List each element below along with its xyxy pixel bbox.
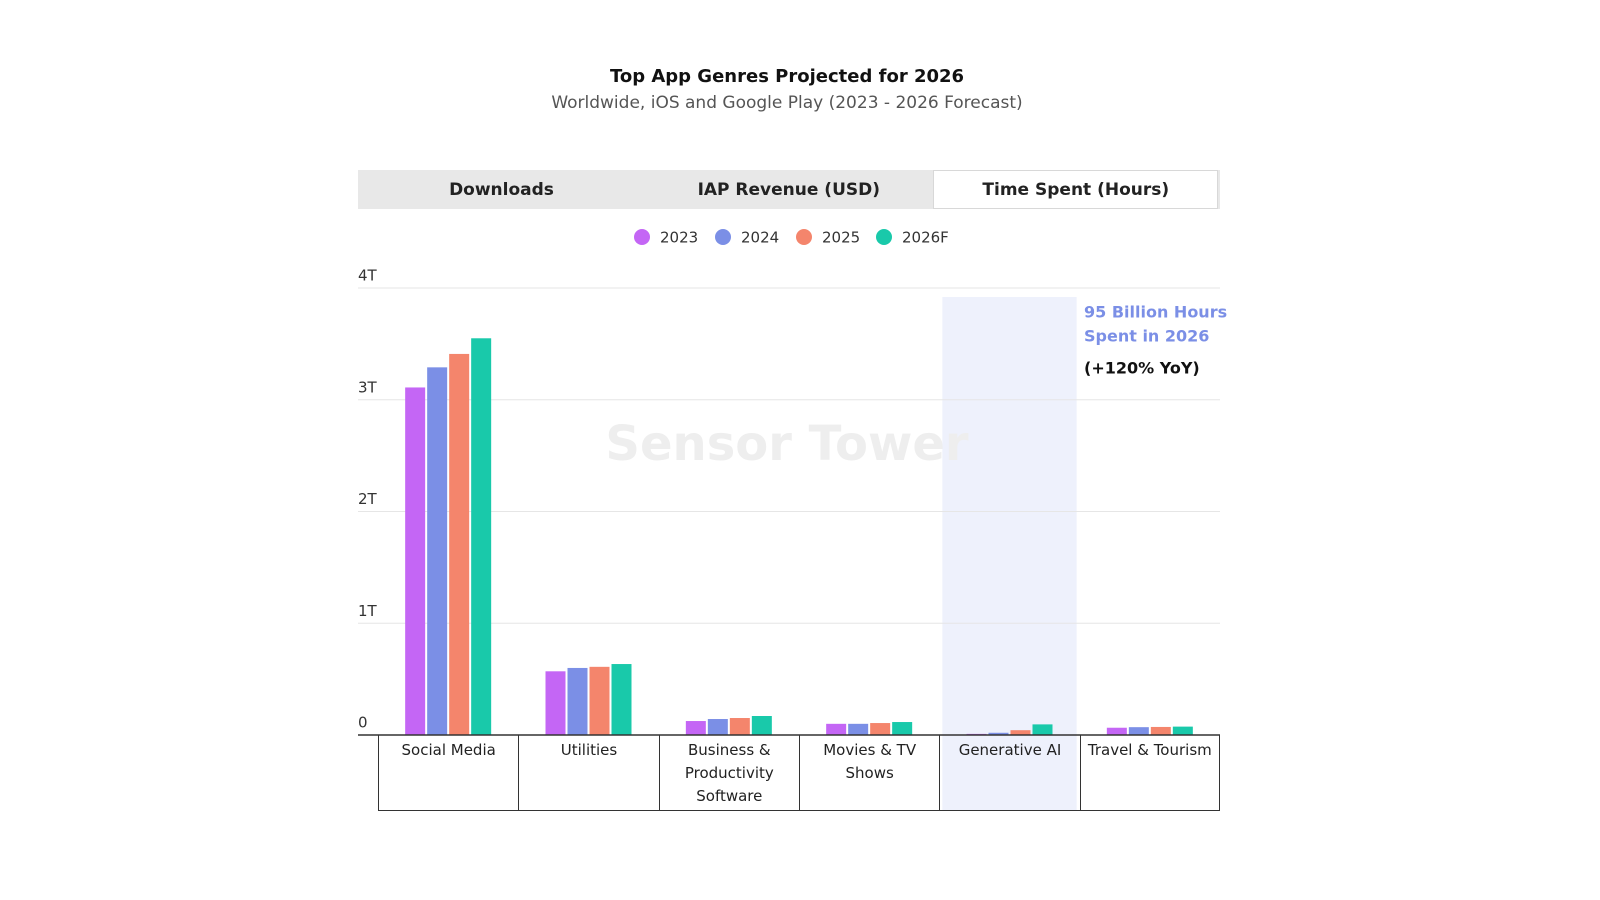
x-tick-label: Business & Productivity Software [658, 735, 799, 811]
tab[interactable]: Time Spent (Hours) [933, 170, 1219, 209]
annotation: 95 Billion Hours [1084, 303, 1227, 322]
bar [405, 387, 426, 735]
bar [988, 732, 1009, 735]
annotation-note: (+120% YoY) [1084, 359, 1200, 378]
chart-title: Top App Genres Projected for 2026 [610, 66, 964, 87]
tab[interactable]: IAP Revenue (USD) [645, 170, 932, 209]
highlight-band [942, 297, 1077, 811]
bar [471, 338, 492, 735]
y-tick-label: 1T [358, 602, 378, 620]
bar [611, 664, 632, 735]
bar [449, 353, 470, 735]
chart-subtitle: Worldwide, iOS and Google Play (2023 - 2… [551, 93, 1022, 113]
bar [427, 367, 448, 735]
legend-label: 2023 [660, 229, 698, 247]
bar [870, 723, 891, 735]
tab[interactable]: Downloads [358, 170, 645, 209]
bar [567, 667, 588, 735]
legend-marker [634, 229, 650, 245]
legend-marker [796, 229, 812, 245]
legend-label: 2024 [741, 229, 779, 247]
bar [589, 666, 610, 735]
x-tick-label: Movies & TV Shows [799, 735, 940, 811]
legend-label: 2025 [822, 229, 860, 247]
bar [1032, 724, 1053, 735]
x-tick-label: Generative AI [939, 735, 1080, 811]
x-tick-label: Travel & Tourism [1079, 735, 1220, 811]
bar [707, 719, 728, 735]
legend-label: 2026F [902, 229, 949, 247]
y-tick-label: 4T [358, 267, 378, 285]
bar [1106, 727, 1127, 735]
y-tick-label: 0 [358, 714, 368, 732]
y-tick-label: 2T [358, 490, 378, 508]
bar [545, 671, 566, 735]
watermark: Sensor Tower [605, 416, 968, 472]
x-tick-label: Social Media [378, 735, 519, 811]
bar [1150, 726, 1171, 735]
bar [1010, 730, 1031, 735]
bar [729, 718, 750, 735]
bar [1172, 726, 1193, 735]
x-tick-label: Utilities [518, 735, 659, 811]
y-tick-label: 3T [358, 378, 378, 396]
bar [685, 721, 706, 735]
bar [826, 723, 847, 735]
legend-marker [876, 229, 892, 245]
annotation: Spent in 2026 [1084, 327, 1209, 346]
bar [892, 722, 913, 735]
bar [751, 716, 772, 735]
legend-marker [715, 229, 731, 245]
bar [1128, 727, 1149, 735]
bar [848, 723, 869, 735]
